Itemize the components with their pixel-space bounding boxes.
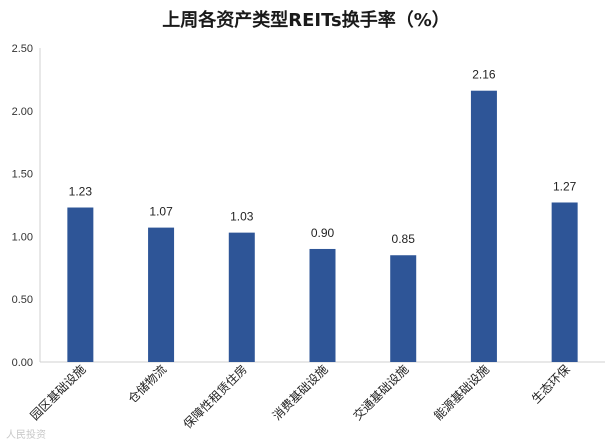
category-label: 能源基础设施 [431,362,492,423]
y-tick-label: 0.50 [12,294,33,306]
bar [551,202,578,362]
category-label: 园区基础设施 [28,362,89,423]
data-label: 0.85 [392,232,416,246]
category-label: 交通基础设施 [350,362,412,424]
y-tick-label: 1.00 [12,231,33,243]
y-tick-label: 2.00 [12,106,33,118]
data-label: 1.03 [230,210,254,224]
data-label: 0.90 [311,226,335,240]
data-label: 2.16 [472,68,496,82]
category-label: 消费基础设施 [270,362,331,423]
y-tick-label: 0.00 [12,357,33,369]
bar [390,255,417,362]
category-label: 生态环保 [529,362,573,406]
bar [148,227,175,362]
category-label: 仓储物流 [125,362,170,407]
y-tick-label: 1.50 [12,169,33,181]
data-label: 1.07 [149,205,173,219]
bar [470,90,497,362]
y-tick-label: 2.50 [12,43,33,55]
bar [309,248,336,362]
chart-title: 上周各资产类型REITs换手率（%） [162,10,450,31]
watermark: 人民投资 [6,430,46,441]
category-label: 保障性租赁住房 [180,362,250,432]
bar [228,232,255,362]
data-label: 1.23 [69,185,93,199]
data-label: 1.27 [553,179,577,193]
bar [67,207,94,362]
